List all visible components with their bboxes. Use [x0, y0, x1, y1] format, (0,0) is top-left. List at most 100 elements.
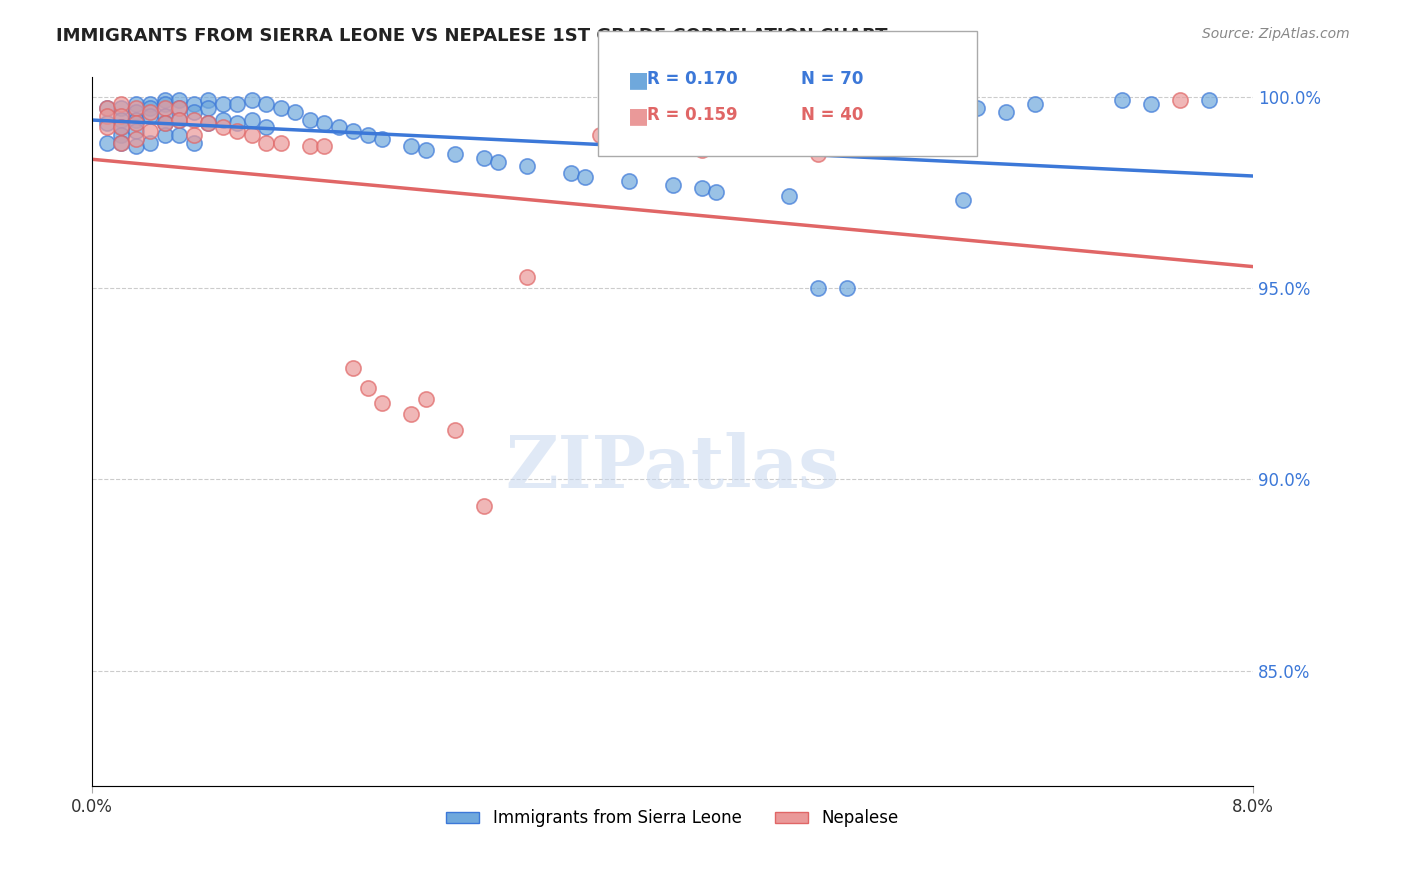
Point	[197, 101, 219, 115]
Point	[110, 112, 132, 127]
Point	[197, 116, 219, 130]
Point	[226, 116, 249, 130]
Point	[183, 104, 205, 119]
Point	[167, 101, 190, 115]
Point	[778, 189, 800, 203]
Point	[1140, 97, 1163, 112]
Point	[139, 97, 162, 112]
Point	[357, 128, 380, 142]
Point	[661, 178, 683, 192]
Point	[807, 147, 830, 161]
Point	[96, 136, 118, 150]
Point	[167, 112, 190, 127]
Point	[401, 408, 423, 422]
Point	[617, 174, 640, 188]
Point	[125, 116, 148, 130]
Point	[110, 109, 132, 123]
Point	[952, 193, 974, 207]
Point	[96, 116, 118, 130]
Point	[298, 112, 321, 127]
Point	[254, 97, 277, 112]
Point	[110, 128, 132, 142]
Point	[270, 101, 292, 115]
Point	[589, 128, 612, 142]
Point	[110, 136, 132, 150]
Point	[226, 124, 249, 138]
Point	[153, 97, 176, 112]
Point	[110, 97, 132, 112]
Point	[153, 116, 176, 130]
Point	[96, 120, 118, 135]
Point	[995, 104, 1018, 119]
Point	[211, 120, 233, 135]
Point	[298, 139, 321, 153]
Point	[516, 159, 538, 173]
Text: Source: ZipAtlas.com: Source: ZipAtlas.com	[1202, 27, 1350, 41]
Point	[835, 281, 858, 295]
Point	[240, 94, 263, 108]
Point	[574, 169, 596, 184]
Point	[110, 120, 132, 135]
Point	[211, 97, 233, 112]
Point	[284, 104, 307, 119]
Point	[240, 128, 263, 142]
Point	[125, 101, 148, 115]
Point	[472, 500, 495, 514]
Text: ■: ■	[628, 106, 650, 126]
Point	[226, 97, 249, 112]
Text: ZIPatlas: ZIPatlas	[505, 432, 839, 502]
Point	[254, 136, 277, 150]
Point	[96, 101, 118, 115]
Point	[952, 97, 974, 112]
Point	[415, 392, 437, 406]
Point	[371, 131, 394, 145]
Text: ■: ■	[628, 70, 650, 90]
Point	[560, 166, 582, 180]
Point	[167, 128, 190, 142]
Point	[125, 139, 148, 153]
Point	[371, 396, 394, 410]
Point	[110, 101, 132, 115]
Point	[966, 101, 988, 115]
Point	[240, 112, 263, 127]
Point	[139, 101, 162, 115]
Point	[444, 423, 467, 437]
Point	[1111, 94, 1133, 108]
Point	[139, 109, 162, 123]
Point	[125, 112, 148, 127]
Point	[167, 101, 190, 115]
Point	[197, 94, 219, 108]
Point	[472, 151, 495, 165]
Point	[342, 124, 364, 138]
Text: N = 70: N = 70	[801, 70, 863, 88]
Point	[415, 143, 437, 157]
Point	[153, 116, 176, 130]
Point	[314, 139, 336, 153]
Text: N = 40: N = 40	[801, 106, 863, 124]
Point	[314, 116, 336, 130]
Point	[254, 120, 277, 135]
Point	[357, 381, 380, 395]
Point	[633, 136, 655, 150]
Text: R = 0.159: R = 0.159	[647, 106, 737, 124]
Text: IMMIGRANTS FROM SIERRA LEONE VS NEPALESE 1ST GRADE CORRELATION CHART: IMMIGRANTS FROM SIERRA LEONE VS NEPALESE…	[56, 27, 887, 45]
Point	[167, 94, 190, 108]
Point	[807, 281, 830, 295]
Point	[401, 139, 423, 153]
Point	[486, 154, 509, 169]
Point	[516, 269, 538, 284]
Point	[328, 120, 350, 135]
Point	[153, 101, 176, 115]
Point	[167, 112, 190, 127]
Legend: Immigrants from Sierra Leone, Nepalese: Immigrants from Sierra Leone, Nepalese	[440, 803, 905, 834]
Point	[444, 147, 467, 161]
Point	[125, 124, 148, 138]
Point	[125, 131, 148, 145]
Point	[110, 120, 132, 135]
Point	[1168, 94, 1191, 108]
Text: R = 0.170: R = 0.170	[647, 70, 737, 88]
Point	[183, 128, 205, 142]
Point	[197, 116, 219, 130]
Point	[690, 143, 713, 157]
Point	[342, 361, 364, 376]
